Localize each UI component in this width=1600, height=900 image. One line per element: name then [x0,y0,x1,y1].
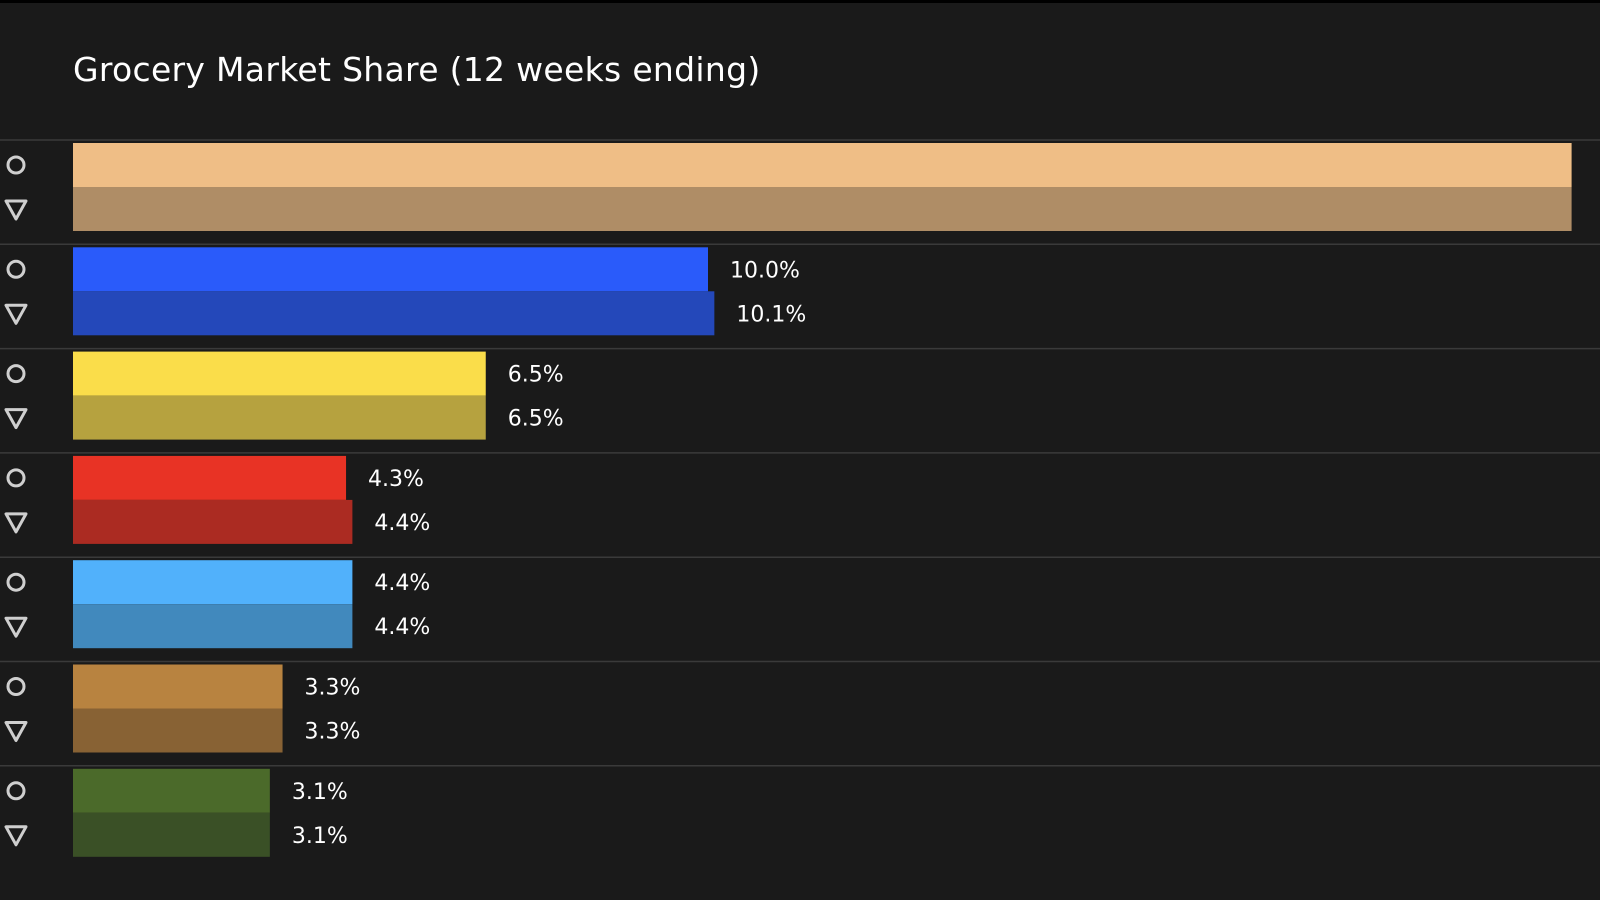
bar-value-label: 10.1% [736,302,806,327]
bar-value-label: 3.1% [292,780,348,805]
bar-value-label: 4.4% [374,615,430,640]
bar-current [73,664,283,709]
bar-value-label: 4.4% [374,511,430,536]
bar-current [73,560,353,605]
bar-prior [73,499,353,544]
bar-prior [73,812,270,857]
circle-icon [6,155,26,175]
bar-value-label: 3.1% [292,824,348,849]
circle-icon [6,781,26,801]
bar-current [73,247,708,292]
triangle-down-icon [4,512,28,534]
bar-prior [73,187,1572,231]
bar-prior [73,604,353,649]
bar-value-label: 4.4% [374,571,430,596]
bar-current [73,455,347,500]
circle-icon [6,259,26,279]
bar-value-label: 3.3% [305,720,361,745]
triangle-down-icon [4,408,28,430]
bar-prior [73,708,283,753]
triangle-down-icon [4,721,28,742]
triangle-down-icon [4,303,28,325]
bar-current [73,768,270,813]
bar-current [73,143,1572,187]
circle-icon [6,572,26,592]
top-border [0,0,1600,3]
bar-value-label: 6.5% [508,407,564,432]
circle-icon [6,364,26,384]
bar-prior [73,291,715,336]
triangle-down-icon [4,825,28,847]
bar-prior [73,395,486,440]
circle-icon [6,677,26,696]
bar-value-label: 3.3% [305,676,361,701]
chart-title: Grocery Market Share (12 weeks ending) [73,50,761,89]
triangle-down-icon [4,199,28,221]
bar-value-label: 10.0% [730,258,800,283]
triangle-down-icon [4,616,28,638]
bar-value-label: 6.5% [508,363,564,388]
bar-current [73,351,486,396]
bar-value-label: 4.3% [368,467,424,492]
circle-icon [6,468,26,488]
